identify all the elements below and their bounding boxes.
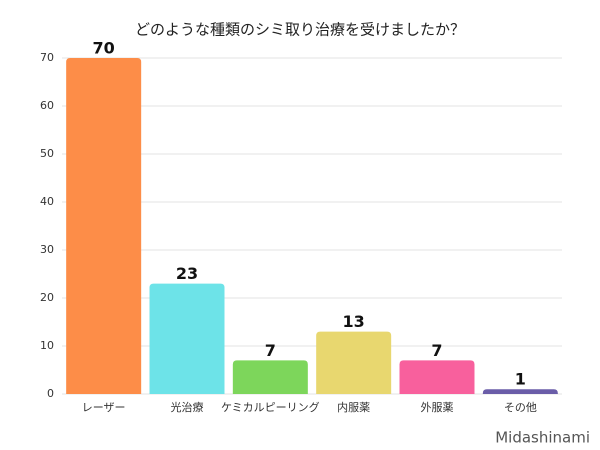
bar xyxy=(66,58,142,394)
y-tick-label: 60 xyxy=(40,99,54,112)
x-tick-label: その他 xyxy=(504,401,537,414)
watermark: Midashinami xyxy=(495,429,590,447)
data-label: 7 xyxy=(431,341,442,360)
y-tick-label: 0 xyxy=(47,387,54,400)
bar xyxy=(232,360,308,394)
bar xyxy=(482,389,558,394)
x-tick-label: 内服薬 xyxy=(337,400,370,414)
x-tick-label: ケミカルピーリング xyxy=(221,400,320,414)
bar xyxy=(316,331,392,394)
x-tick-label: 外服薬 xyxy=(421,401,454,414)
y-tick-label: 70 xyxy=(40,51,54,64)
data-label: 7 xyxy=(265,341,276,360)
data-label: 13 xyxy=(343,312,365,331)
y-tick-label: 10 xyxy=(40,339,54,352)
x-tick-label: レーザー xyxy=(82,401,126,414)
y-tick-label: 40 xyxy=(40,195,54,208)
bar xyxy=(149,283,225,394)
data-label: 70 xyxy=(93,39,115,58)
y-tick-label: 50 xyxy=(40,147,54,160)
x-tick-label: 光治療 xyxy=(171,400,204,414)
data-label: 23 xyxy=(176,264,198,283)
y-tick-label: 30 xyxy=(40,243,54,256)
chart-title: どのような種類のシミ取り治療を受けましたか？ xyxy=(135,21,465,39)
y-tick-label: 20 xyxy=(40,291,54,304)
bar xyxy=(399,360,475,394)
data-label: 1 xyxy=(515,370,526,389)
